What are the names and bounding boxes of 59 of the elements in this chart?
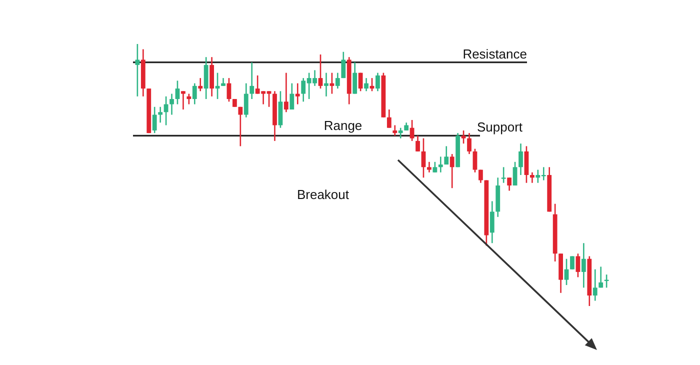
candlestick <box>358 72 363 92</box>
candlestick <box>135 43 140 98</box>
candlestick <box>181 90 186 110</box>
candlestick <box>478 169 483 184</box>
candlestick <box>324 72 328 98</box>
candlestick <box>158 106 163 124</box>
candlestick <box>467 132 472 155</box>
candlestick <box>290 82 294 110</box>
candlestick <box>416 135 420 152</box>
candlestick <box>376 72 380 92</box>
candlestick <box>186 93 192 105</box>
candlestick <box>507 176 512 192</box>
candlestick <box>524 146 529 184</box>
candlestick <box>318 54 323 90</box>
candlestick <box>427 161 432 174</box>
candlestick <box>450 153 454 189</box>
ref-line-label: Resistance <box>462 46 527 62</box>
candlestick <box>570 256 574 270</box>
candlestick <box>581 242 586 288</box>
candlestick <box>170 93 174 116</box>
candlestick <box>564 258 569 286</box>
candlestick <box>512 161 518 186</box>
candlestick <box>461 130 466 144</box>
candlestick <box>398 127 403 139</box>
candlestick <box>335 72 340 90</box>
candlestick <box>175 80 180 105</box>
candlestick <box>284 72 288 113</box>
candlestick <box>432 161 438 174</box>
candlestick <box>392 124 398 136</box>
candlestick <box>204 56 208 100</box>
candlestick <box>238 106 243 147</box>
candlestick <box>341 51 346 79</box>
candlestick <box>244 82 248 118</box>
candlestick <box>152 106 157 134</box>
candlestick <box>410 119 414 142</box>
candlestick <box>472 148 478 174</box>
candlestick <box>210 56 214 98</box>
candlestick <box>598 266 604 288</box>
candlestick <box>501 166 506 184</box>
candlestick <box>490 200 494 244</box>
candlestick <box>226 77 232 102</box>
ref-line-label: Support <box>477 120 523 135</box>
candlestick <box>576 252 580 278</box>
candlestick <box>386 108 392 128</box>
candlestick <box>518 142 523 176</box>
candlestick <box>438 156 443 174</box>
candlestick <box>592 268 598 302</box>
candlestick <box>364 77 368 92</box>
annotation: Breakout <box>296 187 350 202</box>
candlestick <box>295 82 300 105</box>
candlestick <box>198 77 203 92</box>
candlestick <box>352 62 358 94</box>
annotation: Range <box>324 118 362 133</box>
candlestick <box>421 138 426 178</box>
candlestick <box>278 90 283 128</box>
candlestick <box>192 82 197 105</box>
candlestick <box>250 62 254 100</box>
candlestick <box>530 172 534 184</box>
candlestick <box>444 146 449 166</box>
